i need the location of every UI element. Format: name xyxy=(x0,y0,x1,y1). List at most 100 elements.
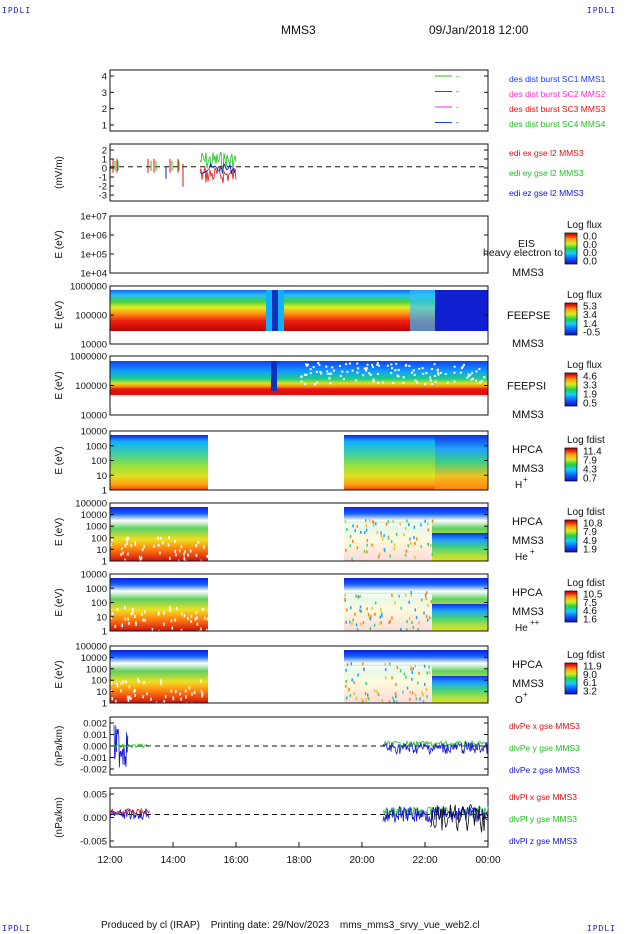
heatmap-speckle xyxy=(409,690,411,694)
heatmap-speckle xyxy=(141,548,144,552)
heatmap-speckle xyxy=(423,664,426,668)
heatmap-speckle xyxy=(183,556,186,560)
colorbar-tick-label: 6.1 xyxy=(583,678,597,689)
heatmap-speckle xyxy=(411,671,414,675)
colorbar xyxy=(564,590,578,623)
heatmap-block-early xyxy=(110,435,208,490)
heatmap-speckle xyxy=(196,616,198,620)
heatmap-speckle xyxy=(376,363,379,366)
heatmap-speckle xyxy=(138,556,141,560)
divpe-y-trace xyxy=(113,743,151,749)
heatmap-speckle xyxy=(357,595,360,599)
heatmap-speckle xyxy=(461,365,464,368)
heatmap-speckle xyxy=(134,694,136,698)
heatmap-speckle xyxy=(346,370,349,373)
heatmap-speckle xyxy=(187,617,189,621)
colorbar-title: Log flux xyxy=(567,360,602,371)
heatmap-speckle xyxy=(393,547,396,551)
heatmap-speckle xyxy=(350,662,353,666)
colorbar-tick-label: 1.6 xyxy=(583,615,597,626)
heatmap-speckle xyxy=(200,689,203,693)
heatmap-speckle xyxy=(159,551,161,555)
heatmap-speckle xyxy=(346,608,348,612)
heatmap-speckle xyxy=(116,607,119,611)
heatmap-speckle xyxy=(202,607,204,611)
heatmap-speckle xyxy=(376,530,379,534)
corner-mark-bottom-left: IPDLI xyxy=(2,924,32,933)
heatmap-speckle xyxy=(394,601,396,605)
heatmap-speckle xyxy=(163,611,165,615)
instrument-label: FEEPSE xyxy=(507,310,550,322)
panel-frame xyxy=(109,502,489,562)
heatmap-speckle xyxy=(413,373,416,376)
heatmap-speckle xyxy=(472,377,475,380)
heatmap-speckle xyxy=(388,662,391,666)
heatmap-speckle xyxy=(319,370,322,373)
heatmap-block-late xyxy=(432,676,488,703)
colorbar xyxy=(564,232,578,265)
heatmap-speckle xyxy=(141,612,143,616)
y-tick-label: 100000 xyxy=(75,499,107,510)
heatmap-speckle xyxy=(368,519,371,523)
heatmap-speckle xyxy=(406,628,408,632)
inset-legend-mark: - xyxy=(456,87,459,97)
heatmap-speckle xyxy=(425,591,428,595)
heatmap-block-early xyxy=(110,650,208,703)
heatmap-speckle xyxy=(123,606,126,610)
heatmap-speckle xyxy=(193,690,196,694)
heatmap-speckle xyxy=(414,541,416,545)
heatmap-speckle xyxy=(339,374,342,377)
spacecraft-label: MMS3 xyxy=(512,463,544,475)
y-tick-label: -0.001 xyxy=(80,753,107,764)
y-tick-label: 0.000 xyxy=(83,813,107,824)
colorbar-tick-label: 9.0 xyxy=(583,670,597,681)
x-tick-label: 16:00 xyxy=(223,855,248,866)
heatmap-speckle xyxy=(388,621,390,625)
heatmap-speckle xyxy=(366,538,369,542)
heatmap-speckle xyxy=(406,519,408,523)
heatmap-speckle xyxy=(303,373,306,376)
footer-produced-by: Produced by cl (IRAP) xyxy=(101,920,200,931)
colorbar-tick-label: 11.9 xyxy=(583,662,602,673)
heatmap-speckle xyxy=(352,524,354,528)
species-label: He xyxy=(515,623,528,634)
heatmap-speckle xyxy=(134,543,136,547)
heatmap-mask xyxy=(344,594,432,631)
y-axis-label: E (eV) xyxy=(54,660,65,688)
heatmap-speckle xyxy=(185,560,188,564)
heatmap-speckle xyxy=(359,605,362,609)
legend-entry: des dist burst SC1 MMS1 xyxy=(509,74,606,84)
heatmap-speckle xyxy=(326,370,329,373)
heatmap-speckle xyxy=(180,628,183,632)
heatmap-speckle xyxy=(120,689,122,693)
heatmap-speckle xyxy=(203,545,205,549)
heatmap-speckle xyxy=(383,547,386,551)
heatmap-speckle xyxy=(434,380,437,383)
colorbar-tick-label: 7.5 xyxy=(583,598,597,609)
heatmap-speckle xyxy=(362,621,365,625)
heatmap-speckle xyxy=(423,611,425,615)
heatmap-speckle xyxy=(437,372,440,375)
heatmap-speckle xyxy=(110,681,113,685)
y-tick-label: 1 xyxy=(102,155,107,166)
heatmap-speckle xyxy=(306,363,309,366)
y-tick-label: 0.000 xyxy=(83,742,107,753)
colorbar xyxy=(564,662,578,695)
legend-entry: dlvPe x gse MMS3 xyxy=(509,721,580,731)
charge-label: + xyxy=(523,690,528,699)
heatmap-speckle xyxy=(433,363,436,366)
heatmap-speckle xyxy=(430,543,432,547)
corner-mark-bottom-right: IPDLI xyxy=(586,924,616,933)
y-tick-label: 10 xyxy=(96,612,107,623)
heatmap-speckle xyxy=(353,680,355,684)
heatmap-speckle xyxy=(355,594,358,598)
heatmap-speckle xyxy=(130,612,133,616)
panel-frame xyxy=(109,69,489,132)
colorbar-tick-label: 0.5 xyxy=(583,399,597,410)
heatmap-speckle xyxy=(372,380,375,383)
heatmap-speckle xyxy=(196,622,199,626)
x-tick-label: 12:00 xyxy=(97,855,122,866)
heatmap-speckle xyxy=(200,679,202,683)
y-tick-label: 2 xyxy=(102,146,107,157)
heatmap-speckle xyxy=(426,695,428,699)
